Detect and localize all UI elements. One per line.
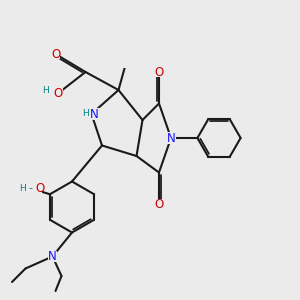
FancyBboxPatch shape (123, 58, 132, 68)
Text: -: - (28, 183, 32, 193)
Text: O: O (35, 182, 44, 195)
Text: H: H (43, 86, 49, 95)
Text: O: O (51, 47, 60, 61)
Text: N: N (90, 107, 99, 121)
FancyBboxPatch shape (154, 199, 164, 209)
Text: H: H (19, 184, 26, 193)
FancyBboxPatch shape (80, 108, 103, 120)
Text: O: O (54, 86, 63, 100)
FancyBboxPatch shape (22, 182, 42, 193)
Text: N: N (167, 131, 176, 145)
FancyBboxPatch shape (48, 251, 57, 262)
Text: H: H (82, 110, 88, 118)
FancyBboxPatch shape (51, 49, 60, 59)
Text: N: N (48, 250, 57, 263)
FancyBboxPatch shape (154, 67, 164, 77)
Text: O: O (154, 65, 164, 79)
FancyBboxPatch shape (54, 88, 63, 98)
Text: O: O (154, 197, 164, 211)
FancyBboxPatch shape (166, 132, 176, 144)
